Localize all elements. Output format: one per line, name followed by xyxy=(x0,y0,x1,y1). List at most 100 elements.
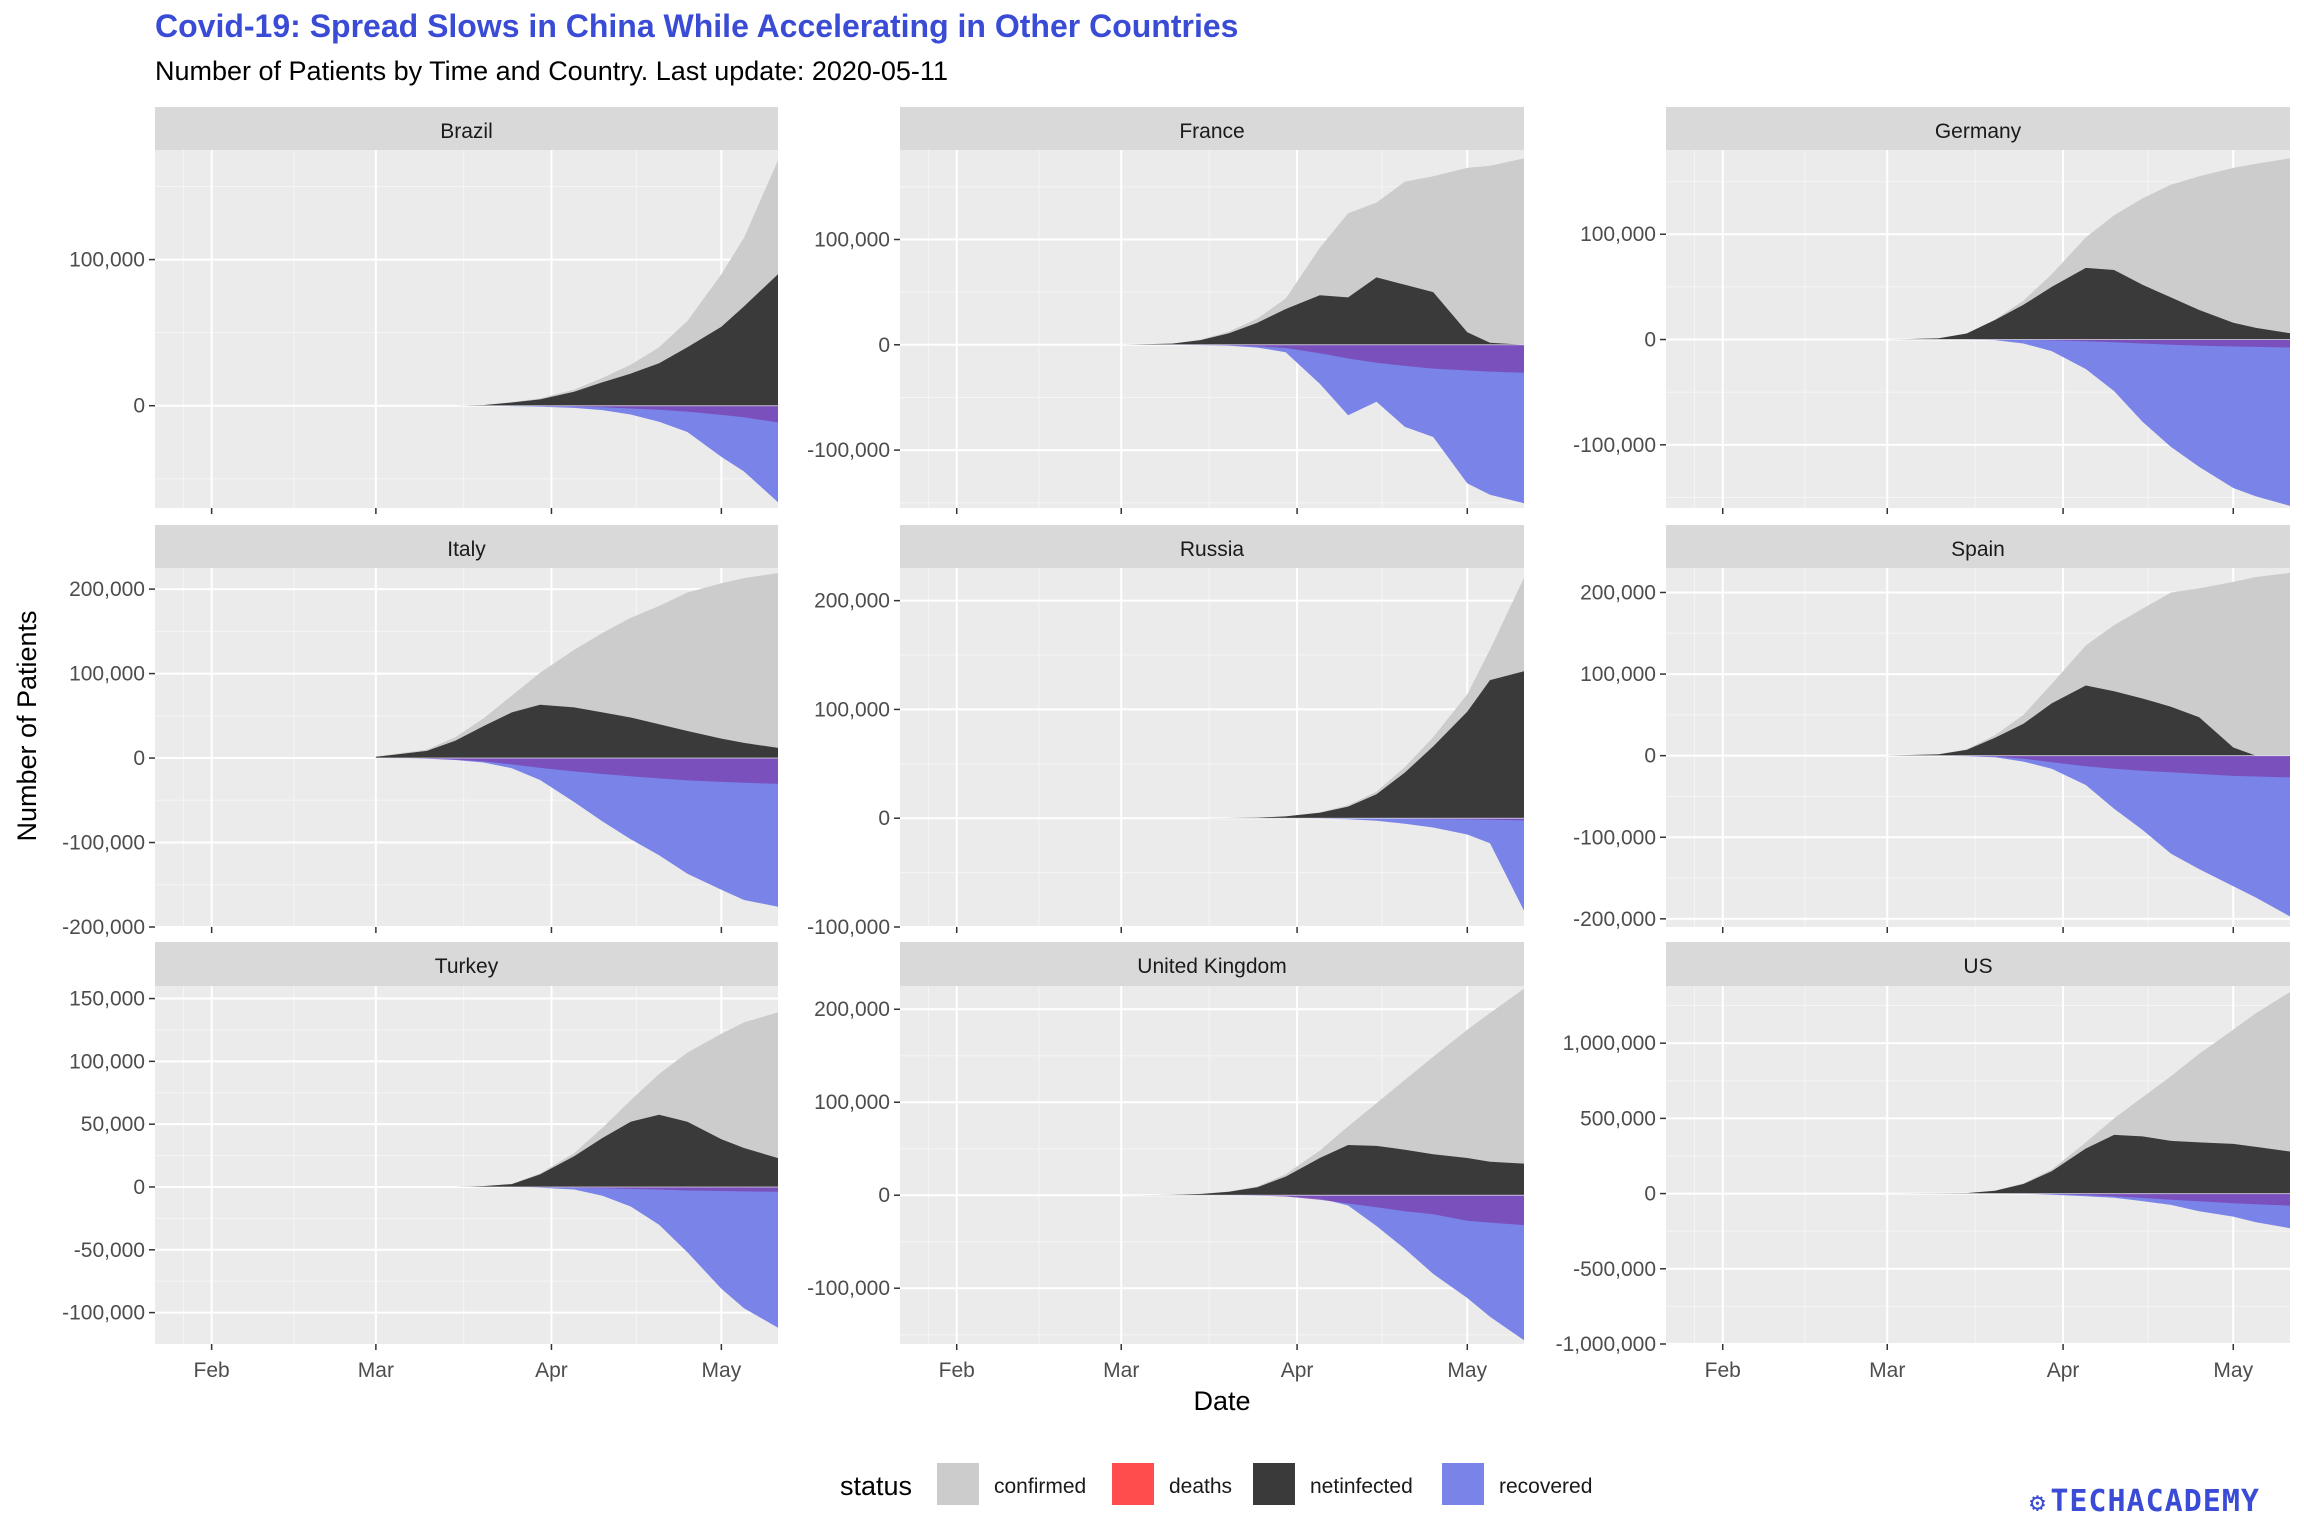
y-tick-label: 100,000 xyxy=(69,663,145,686)
y-tick-label: 100,000 xyxy=(1580,223,1656,246)
area-confirmed xyxy=(375,573,778,759)
x-tick-label: Feb xyxy=(939,1359,975,1382)
area-confirmed xyxy=(375,160,778,406)
y-tick-label: 100,000 xyxy=(814,698,890,721)
y-tick-label: 200,000 xyxy=(814,590,890,613)
techacademy-logo: ⚙ TECHACADEMY xyxy=(2030,1484,2260,1519)
chart-subtitle: Number of Patients by Time and Country. … xyxy=(155,56,948,86)
legend-key-netinfected xyxy=(1253,1463,1295,1505)
area-netinfected xyxy=(375,274,778,406)
panel-background xyxy=(155,150,778,508)
y-tick-label: -100,000 xyxy=(807,1277,890,1300)
y-tick-label: -50,000 xyxy=(74,1239,145,1262)
y-tick-label: 200,000 xyxy=(1580,581,1656,604)
area-netinfected xyxy=(1121,277,1524,345)
facet-panel-us: US -1,000,000 -500,000 0 500,000 1,000,000 Feb… xyxy=(1556,942,2290,1382)
y-tick-label: 100,000 xyxy=(69,249,145,272)
area-netinfected xyxy=(375,704,778,759)
facet-strip xyxy=(1666,525,2290,568)
x-tick-label: Apr xyxy=(1281,1359,1314,1382)
x-tick-label: May xyxy=(1447,1359,1487,1382)
area-recovered xyxy=(1887,1193,2290,1229)
area-confirmed xyxy=(1121,988,1524,1196)
facet-strip xyxy=(900,525,1524,568)
facet-strip xyxy=(1666,107,2290,150)
y-tick-label: 1,000,000 xyxy=(1563,1032,1656,1055)
y-tick-label: -1,000,000 xyxy=(1556,1333,1656,1356)
panel-background xyxy=(900,568,1524,927)
y-tick-label: 150,000 xyxy=(69,988,145,1011)
area-netinfected xyxy=(1121,1145,1524,1196)
y-tick-label: 200,000 xyxy=(814,998,890,1021)
area-recovered xyxy=(375,758,778,907)
area-deaths xyxy=(1887,339,2290,348)
legend-label-netinfected: netinfected xyxy=(1310,1475,1413,1498)
area-netinfected xyxy=(1121,671,1524,819)
area-deaths xyxy=(375,758,778,784)
area-recovered xyxy=(1121,1195,1524,1341)
x-tick-label: Apr xyxy=(2047,1359,2080,1382)
x-tick-label: Feb xyxy=(194,1359,230,1382)
legend: status confirmed deaths netinfected recovere… xyxy=(840,1463,1592,1505)
y-tick-label: 100,000 xyxy=(814,1091,890,1114)
area-recovered xyxy=(1887,339,2290,506)
x-tick-label: May xyxy=(702,1359,742,1382)
facet-panel-italy: Italy -200,000 -100,000 0 100,000 200,000 xyxy=(62,525,778,939)
area-confirmed xyxy=(1887,572,2290,756)
facet-strip xyxy=(155,107,778,150)
legend-label-deaths: deaths xyxy=(1169,1475,1232,1498)
logo-text: TECHACADEMY xyxy=(2050,1484,2260,1519)
y-tick-label: 100,000 xyxy=(1580,663,1656,686)
area-deaths xyxy=(375,405,778,423)
area-recovered xyxy=(1121,344,1524,504)
facet-panel-germany: Germany -100,000 0 100,000 xyxy=(1573,107,2290,514)
area-deaths xyxy=(1887,755,2290,778)
y-tick-label: 0 xyxy=(878,334,890,357)
y-tick-label: 200,000 xyxy=(69,578,145,601)
area-recovered xyxy=(1887,755,2290,917)
area-deaths xyxy=(1121,344,1524,373)
area-deaths xyxy=(1121,1195,1524,1226)
legend-key-confirmed xyxy=(937,1463,979,1505)
y-tick-label: -200,000 xyxy=(1573,908,1656,931)
y-tick-label: -100,000 xyxy=(62,1302,145,1325)
facet-panel-turkey: Turkey -100,000 -50,000 0 50,000 100,000 150,0… xyxy=(62,942,778,1382)
y-tick-label: 0 xyxy=(133,1176,145,1199)
area-netinfected xyxy=(1887,1134,2290,1194)
facet-strip-label: US xyxy=(1963,955,1992,978)
x-tick-label: Apr xyxy=(535,1359,568,1382)
area-confirmed xyxy=(1887,158,2290,340)
y-tick-label: 100,000 xyxy=(814,229,890,252)
y-axis-title: Number of Patients xyxy=(12,610,42,841)
area-deaths xyxy=(375,1187,778,1192)
y-tick-label: -100,000 xyxy=(62,832,145,855)
facet-strip-label: Italy xyxy=(447,538,486,561)
area-recovered xyxy=(1121,818,1524,911)
x-tick-label: May xyxy=(2213,1359,2253,1382)
facet-panel-united-kingdom: United Kingdom -100,000 0 100,000 200,000 Feb… xyxy=(807,942,1524,1382)
y-tick-label: -200,000 xyxy=(62,916,145,939)
x-tick-label: Mar xyxy=(1103,1359,1139,1382)
legend-title: status xyxy=(840,1471,912,1501)
facet-strip xyxy=(1666,942,2290,986)
x-tick-label: Feb xyxy=(1705,1359,1741,1382)
x-tick-label: Mar xyxy=(1869,1359,1905,1382)
facet-strip-label: Germany xyxy=(1935,120,2022,143)
y-tick-label: 50,000 xyxy=(81,1113,145,1136)
legend-label-recovered: recovered xyxy=(1499,1475,1592,1498)
y-tick-label: -100,000 xyxy=(1573,434,1656,457)
facet-strip-label: United Kingdom xyxy=(1137,955,1286,978)
facet-strip xyxy=(900,107,1524,150)
facet-strip-label: France xyxy=(1179,120,1244,143)
facet-strip-label: Brazil xyxy=(440,120,493,143)
y-tick-label: 0 xyxy=(133,747,145,770)
facet-strip-label: Turkey xyxy=(435,955,499,978)
facet-strip xyxy=(900,942,1524,986)
y-tick-label: 0 xyxy=(1644,329,1656,352)
area-recovered xyxy=(375,1187,778,1328)
y-tick-label: -100,000 xyxy=(807,439,890,462)
facet-panel-spain: Spain -200,000 -100,000 0 100,000 200,000 xyxy=(1573,525,2290,933)
y-tick-label: 0 xyxy=(878,807,890,830)
facet-strip xyxy=(155,525,778,568)
